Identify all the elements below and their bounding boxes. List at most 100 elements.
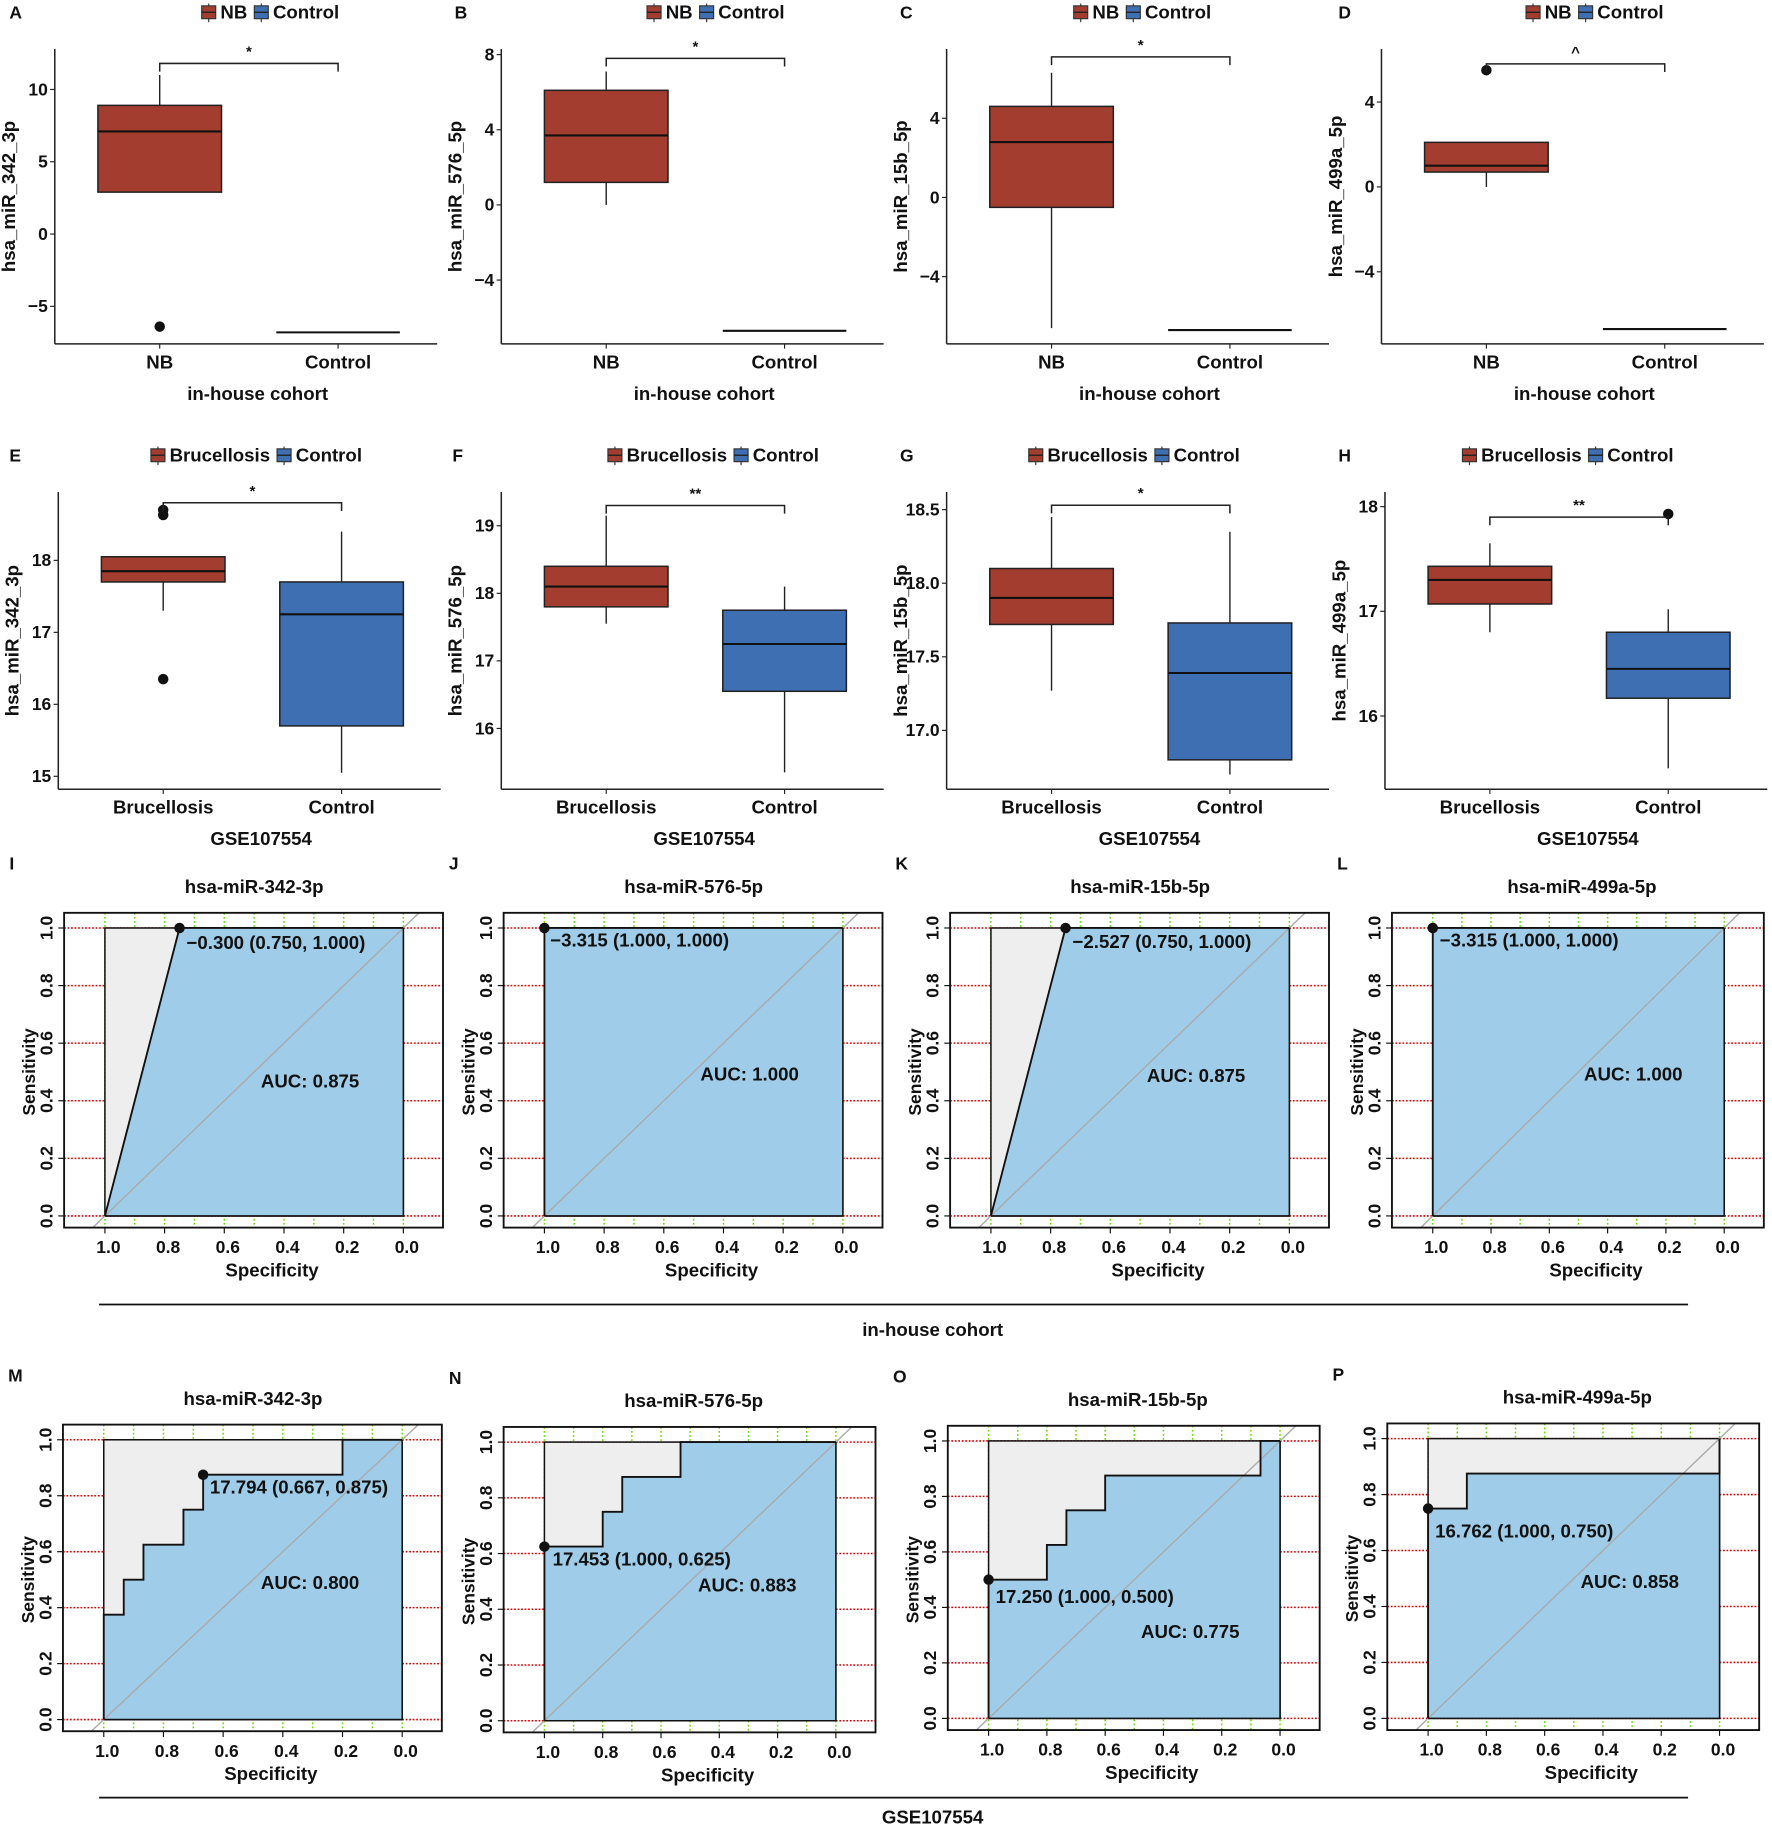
y-tick-label: 0.8	[36, 973, 56, 998]
legend-label-control: Control	[1597, 2, 1663, 23]
x-tick-label: NB	[593, 351, 620, 372]
significance-bracket	[605, 57, 786, 67]
y-tick-label: 8	[485, 44, 495, 64]
y-tick-label: 0.4	[476, 1088, 496, 1113]
x-axis-label: Specificity	[225, 1260, 319, 1281]
x-axis-label: Specificity	[1105, 1762, 1199, 1783]
roc-box-edge	[1432, 927, 1725, 1217]
significance-bracket	[158, 62, 339, 72]
y-tick-label: 0.4	[920, 1595, 940, 1620]
y-tick-label: −4	[1355, 262, 1375, 282]
x-tick-label: 0.6	[1541, 1237, 1566, 1257]
y-tick-label: 18.0	[906, 573, 940, 593]
auc-label: AUC: 0.875	[1147, 1065, 1245, 1086]
box-nb	[1423, 64, 1549, 187]
x-tick-label: 0.2	[1653, 1740, 1678, 1760]
y-tick-label: 10	[28, 79, 47, 99]
legend-key-case-icon	[201, 3, 217, 23]
x-tick-label: 0.0	[395, 1237, 419, 1257]
y-tick-label: 0.6	[35, 1539, 55, 1564]
legend-label-control: Control	[753, 445, 819, 466]
box-body	[279, 581, 405, 727]
panel-letter: C	[900, 3, 913, 23]
y-tick-label: 0.6	[920, 1539, 940, 1564]
legend-key-control-icon	[733, 446, 749, 466]
x-tick-label: 0.4	[715, 1237, 740, 1257]
x-tick-label: 0.6	[216, 1237, 241, 1257]
outlier-point	[157, 673, 169, 685]
box-brucellosis	[988, 517, 1115, 691]
significance-label: **	[1573, 497, 1585, 514]
roc-box-edge	[544, 927, 844, 1217]
box-body	[1423, 141, 1549, 173]
x-axis-label: in-house cohort	[634, 383, 775, 404]
panel-letter: J	[449, 854, 459, 874]
y-tick-label: 4	[1365, 92, 1375, 112]
y-tick-label: 0.4	[476, 1597, 496, 1622]
legend-key-case-icon	[1073, 3, 1089, 23]
significance-label: *	[249, 483, 255, 500]
y-tick-label: 0.6	[476, 1031, 496, 1056]
box-control	[722, 586, 848, 773]
y-tick-label: 0	[485, 195, 495, 215]
legend: NB Control	[646, 2, 785, 23]
y-tick-label: 17	[32, 622, 51, 642]
x-tick-label: 1.0	[536, 1742, 560, 1762]
legend-key-control-icon	[699, 3, 715, 23]
auc-label: AUC: 0.883	[698, 1574, 796, 1595]
optimal-threshold-point	[539, 922, 550, 934]
y-tick-label: 18.5	[906, 499, 940, 519]
x-tick-label: Control	[1632, 351, 1698, 372]
x-tick-label: 0.4	[1161, 1237, 1186, 1257]
panel-g: G Brucellosis Control 17.0 17.5 18.0 18.5 hsa_m…	[890, 445, 1329, 849]
chance-diagonal	[531, 912, 860, 1228]
y-tick-label: 0.8	[476, 1485, 496, 1510]
roc-box-edge	[988, 1440, 1281, 1720]
x-tick-label: 0.2	[775, 1237, 800, 1257]
significance-bracket	[1485, 63, 1666, 72]
y-tick-label: 0.0	[36, 1204, 56, 1228]
x-tick-label: 0.4	[274, 1741, 299, 1761]
y-axis-label: hsa_miR_576_5p	[445, 121, 466, 272]
y-tick-label: 0.2	[922, 1146, 942, 1171]
y-tick-label: 1.0	[1364, 916, 1384, 940]
y-axis-label: Sensitivity	[1347, 1028, 1367, 1116]
panel-letter: P	[1332, 1364, 1344, 1384]
x-tick-label: 1.0	[96, 1237, 120, 1257]
optimal-threshold-point	[1060, 922, 1071, 934]
box-body	[1427, 565, 1553, 605]
auc-label: AUC: 0.875	[261, 1071, 359, 1092]
plot-frame	[62, 1423, 443, 1733]
panel-e: E Brucellosis Control 15 16 17 18 hsa_miR_342_3…	[2, 445, 441, 849]
y-tick-label: 5	[38, 152, 48, 172]
chance-diagonal	[975, 1425, 1297, 1731]
x-axis-label: Specificity	[1111, 1260, 1205, 1281]
y-tick-label: 18	[475, 583, 495, 603]
legend-key-control-icon	[276, 446, 292, 466]
legend-label-case: NB	[1092, 2, 1119, 23]
y-tick-label: 1.0	[922, 916, 942, 940]
x-tick-label: 0.2	[334, 1741, 359, 1761]
x-tick-label: 0.2	[1213, 1740, 1238, 1760]
x-tick-label: 0.6	[1102, 1237, 1127, 1257]
y-tick-label: 0.6	[476, 1541, 496, 1566]
y-axis-label: hsa_miR_499a_5p	[1328, 560, 1349, 722]
y-axis-label: hsa_miR_15b_5p	[890, 564, 911, 716]
box-control	[1167, 531, 1293, 775]
y-tick-label: 15	[32, 766, 52, 786]
chance-diagonal	[1414, 1423, 1737, 1731]
x-tick-label: 0.0	[394, 1741, 418, 1761]
x-tick-label: 0.8	[1482, 1237, 1507, 1257]
panel-letter: O	[893, 1367, 907, 1387]
legend-label-control: Control	[1607, 445, 1673, 466]
auc-label: AUC: 0.775	[1141, 1621, 1239, 1642]
y-tick-label: 0.8	[476, 973, 496, 998]
y-tick-label: 17.0	[906, 720, 940, 740]
x-tick-label: 1.0	[1419, 1740, 1443, 1760]
x-tick-label: 1.0	[982, 1237, 1006, 1257]
significance-bracket	[1050, 56, 1231, 66]
plot-frame	[502, 1426, 877, 1734]
y-axis-label: Sensitivity	[18, 1536, 38, 1624]
roc-curve	[543, 1441, 836, 1721]
x-tick-label: 0.2	[1657, 1237, 1682, 1257]
